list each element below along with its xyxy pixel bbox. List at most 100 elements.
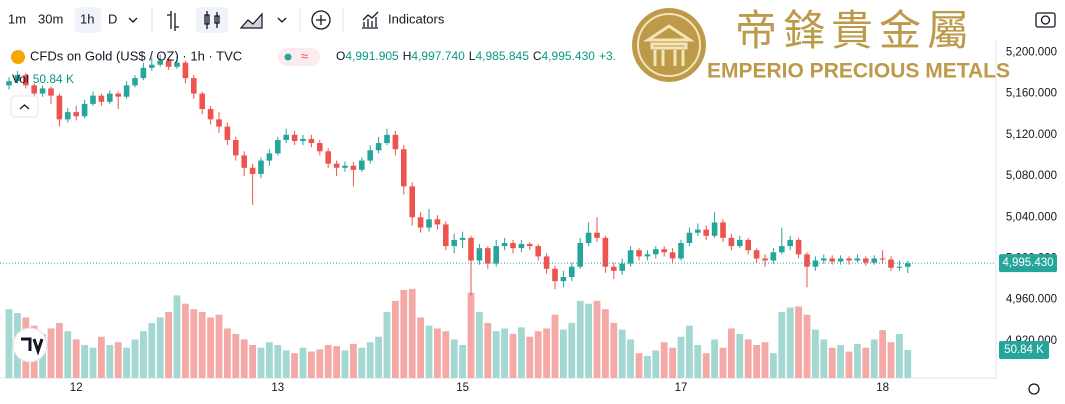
- y-tick-label: 4,960.000: [1006, 294, 1057, 306]
- candle-body: [333, 163, 340, 168]
- candle-body: [31, 85, 37, 94]
- candle-body: [493, 246, 499, 264]
- volume-bar: [627, 339, 634, 378]
- candle-body: [602, 237, 609, 267]
- volume-bar: [350, 343, 357, 378]
- candle-body: [501, 243, 508, 247]
- change: +3.: [599, 49, 616, 63]
- candle-body: [762, 258, 768, 261]
- l-label: L: [469, 49, 476, 63]
- status-pill[interactable]: [278, 48, 320, 66]
- candle-body: [417, 217, 424, 228]
- volume-bar: [190, 309, 198, 378]
- bars-icon[interactable]: [167, 11, 179, 31]
- volume-bar: [114, 342, 122, 378]
- candle-body: [434, 219, 441, 225]
- candle-body: [846, 258, 852, 261]
- volume-bar: [316, 349, 324, 378]
- l-value: 4,985.845: [475, 49, 529, 63]
- candle-body: [73, 112, 79, 117]
- add-icon[interactable]: [311, 10, 331, 30]
- volume-bar: [215, 314, 223, 378]
- volume-bar: [686, 325, 693, 378]
- candle-body: [182, 62, 189, 79]
- volume-bar: [98, 336, 105, 378]
- candle-body: [535, 246, 541, 257]
- candle-body: [871, 258, 877, 263]
- o-value: 4,991.905: [345, 49, 399, 63]
- candle-body: [317, 143, 323, 152]
- candle-body: [48, 88, 54, 96]
- x-tick-label: 15: [456, 382, 469, 394]
- candles-icon[interactable]: [204, 11, 220, 29]
- volume-bar: [828, 347, 836, 378]
- area-icon[interactable]: [239, 12, 263, 29]
- candle-body: [258, 160, 264, 174]
- volume-bar: [770, 353, 777, 378]
- volume-bar: [417, 317, 424, 378]
- volume-bar: [240, 339, 248, 378]
- candle-body: [275, 139, 281, 154]
- indicators-icon[interactable]: [362, 11, 379, 29]
- candle-body: [459, 237, 466, 240]
- chevron[interactable]: [128, 17, 138, 23]
- volume-bar: [476, 311, 483, 378]
- candle-body: [837, 258, 844, 262]
- volume-bar: [64, 331, 72, 378]
- volume-bar: [786, 307, 794, 378]
- watermark: 帝鋒貴金屬 EMPERIO PRECIOUS METALS: [632, 6, 1010, 83]
- volume-bar: [492, 331, 500, 378]
- settings-icon[interactable]: [1028, 383, 1040, 395]
- chevron[interactable]: [277, 17, 287, 23]
- volume-bar: [56, 322, 63, 378]
- candle-body: [787, 239, 793, 247]
- volume-bar: [837, 344, 844, 378]
- candle-body: [585, 232, 592, 244]
- volume-bar: [879, 330, 886, 378]
- volume-bar: [736, 333, 744, 378]
- footer-icons: [12, 327, 1040, 395]
- volume-bar: [719, 347, 727, 378]
- candle-body: [485, 248, 491, 264]
- collapse-button[interactable]: [10, 95, 39, 118]
- interval-button[interactable]: 1m: [8, 11, 26, 26]
- volume-bar: [702, 353, 710, 378]
- candle-body: [795, 239, 802, 255]
- volume-bar: [224, 328, 231, 378]
- y-tick-label: 5,120.000: [1006, 129, 1057, 141]
- volume-bar: [198, 311, 206, 378]
- candle-body: [81, 103, 88, 117]
- volume-bar: [518, 327, 525, 378]
- candle-body: [241, 155, 247, 168]
- candle-body: [149, 64, 155, 68]
- volume-bar: [89, 347, 97, 378]
- candle-body: [409, 186, 415, 218]
- candle-body: [300, 138, 306, 141]
- volume-bar: [291, 353, 298, 378]
- candle-body: [737, 239, 743, 247]
- candle-body: [6, 81, 12, 86]
- y-tick-label: 5,080.000: [1006, 170, 1057, 182]
- volume-bar: [47, 328, 55, 378]
- candle-body: [123, 85, 130, 97]
- interval-button[interactable]: D: [108, 11, 117, 26]
- x-tick-label: 13: [271, 382, 284, 394]
- volume-bar: [341, 350, 349, 378]
- candle-body: [468, 237, 474, 261]
- camera-icon[interactable]: [1035, 12, 1056, 28]
- candle-body: [518, 244, 525, 249]
- volume-bar: [165, 311, 172, 378]
- volume-bar: [845, 351, 853, 378]
- volume-legend: Vol 50.84 K: [12, 72, 74, 86]
- volume-bar: [820, 339, 828, 378]
- candle-body: [552, 268, 558, 282]
- candle-body: [283, 134, 289, 140]
- volume-bar: [635, 353, 643, 378]
- camera-lens: [1040, 15, 1051, 25]
- candle-body: [266, 153, 273, 161]
- candle-body: [854, 258, 861, 261]
- interval-button[interactable]: 1h: [80, 11, 94, 26]
- interval-button[interactable]: 30m: [38, 11, 63, 26]
- indicators-button[interactable]: Indicators: [388, 11, 445, 26]
- volume-bar: [669, 347, 676, 378]
